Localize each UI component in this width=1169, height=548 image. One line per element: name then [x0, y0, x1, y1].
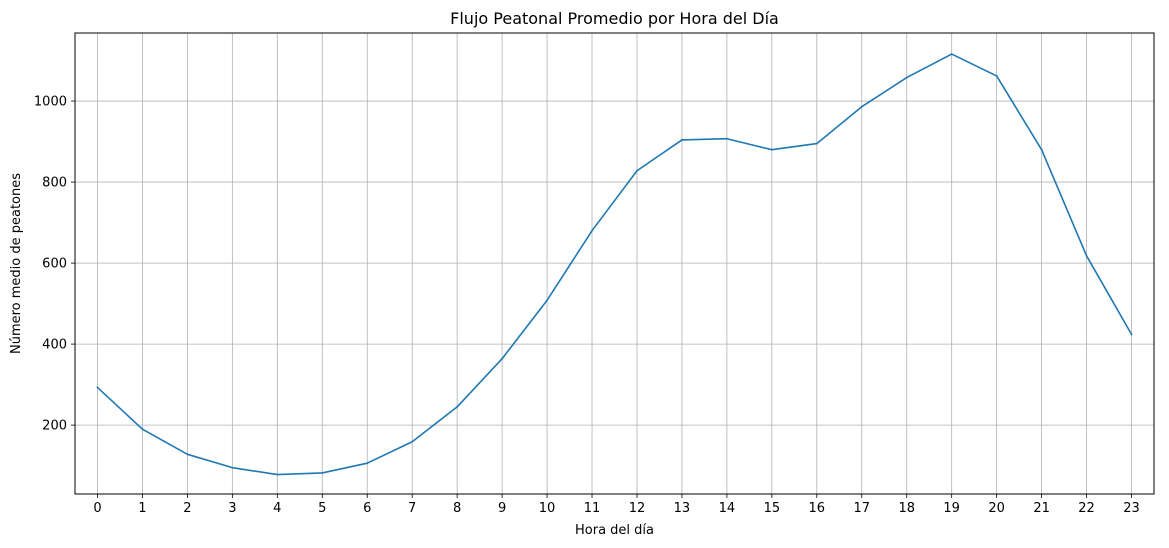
series-layer	[96, 53, 1133, 476]
x-tick-label: 19	[943, 501, 960, 516]
x-tick-label: 23	[1123, 501, 1140, 516]
grid-lines	[75, 33, 1154, 494]
data-point	[546, 299, 548, 302]
y-tick-label: 600	[42, 257, 67, 272]
y-axis-label: Número medio de peatones	[9, 173, 24, 354]
x-tick-label: 22	[1078, 501, 1095, 516]
x-tick-label: 17	[853, 501, 870, 516]
data-point	[1085, 254, 1088, 257]
data-point	[321, 472, 324, 474]
x-tick-label: 8	[453, 501, 461, 516]
data-point	[1130, 333, 1133, 336]
x-tick-label: 1	[138, 501, 146, 516]
y-tick-label: 1000	[34, 95, 67, 110]
data-point	[770, 148, 773, 151]
x-tick-label: 9	[498, 501, 506, 516]
x-tick-label: 7	[408, 501, 416, 516]
x-tick-label: 0	[93, 501, 101, 516]
data-point	[995, 75, 998, 77]
y-tick-label: 400	[42, 338, 67, 353]
y-axis-ticks: 200 400 600 800 1000	[34, 95, 75, 434]
x-tick-label: 4	[273, 501, 281, 516]
data-point	[591, 229, 593, 232]
data-point	[950, 53, 953, 55]
x-tick-label: 21	[1033, 501, 1050, 516]
x-tick-label: 15	[764, 501, 781, 516]
x-tick-label: 16	[809, 501, 826, 516]
y-tick-label: 800	[42, 176, 67, 191]
x-tick-label: 13	[674, 501, 691, 516]
data-point	[96, 386, 99, 389]
x-tick-label: 18	[898, 501, 915, 516]
x-axis-ticks: 0 1 2 3 4 5 6 7 8 9 10 11 12 13 14 15 16 17 18 19 20 21 22 23	[93, 494, 1140, 516]
data-point	[636, 169, 638, 172]
plot-area-frame	[74, 32, 1155, 495]
x-tick-label: 20	[988, 501, 1005, 516]
x-tick-label: 5	[318, 501, 326, 516]
data-point	[186, 453, 189, 456]
x-tick-label: 2	[183, 501, 191, 516]
x-tick-label: 12	[629, 501, 646, 516]
x-tick-label: 3	[228, 501, 236, 516]
data-point	[276, 473, 279, 476]
data-point	[411, 440, 414, 443]
data-point	[860, 105, 863, 108]
x-axis-label: Hora del día	[575, 523, 654, 538]
x-tick-label: 10	[539, 501, 556, 516]
data-point	[681, 139, 683, 141]
data-point	[905, 76, 908, 79]
data-point	[456, 406, 459, 408]
data-point	[141, 428, 144, 431]
data-point	[231, 466, 234, 469]
data-point	[1040, 148, 1043, 151]
chart-title: Flujo Peatonal Promedio por Hora del Día	[450, 9, 779, 28]
x-tick-label: 11	[584, 501, 601, 516]
data-point	[815, 142, 818, 145]
data-point	[366, 462, 369, 465]
x-tick-label: 14	[719, 501, 736, 516]
y-tick-label: 200	[42, 419, 67, 434]
data-point	[725, 137, 728, 140]
x-tick-label: 6	[363, 501, 371, 516]
series-line	[96, 53, 1133, 476]
data-point	[501, 357, 504, 360]
